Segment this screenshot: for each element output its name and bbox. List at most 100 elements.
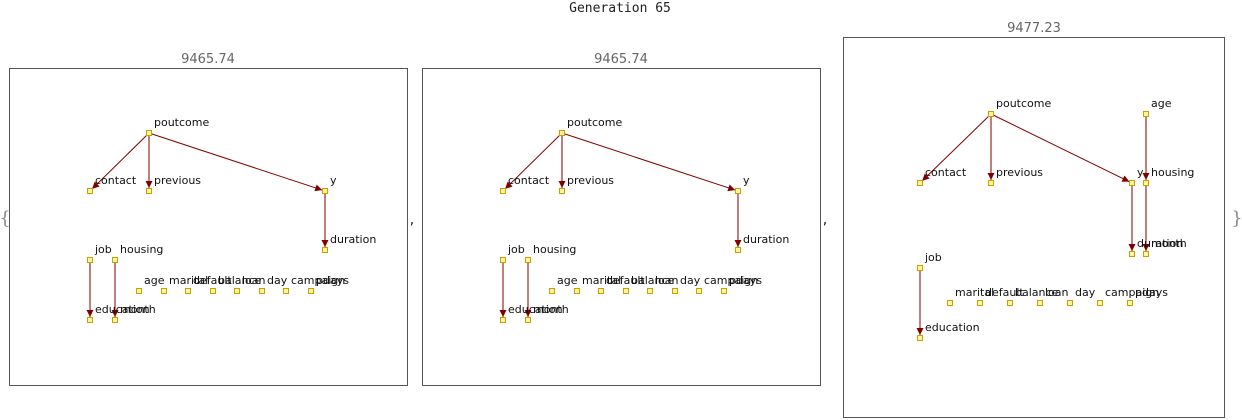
close-brace: } [1231, 208, 1242, 229]
node-y: y [322, 174, 337, 194]
node-loan: loan [647, 274, 679, 294]
node-marker [500, 257, 506, 263]
node-label: month [120, 303, 156, 316]
node-day: day [1067, 286, 1096, 306]
edge-poutcome-to-contact [91, 132, 150, 190]
edge-poutcome-to-y [148, 132, 323, 192]
node-campaign: campaign [696, 274, 758, 294]
node-label: housing [120, 243, 163, 256]
node-marker [87, 257, 93, 263]
node-label: education [508, 303, 563, 316]
node-marker [112, 317, 118, 323]
panel-2: 9465.74 poutcome contact previous y duration… [422, 52, 821, 386]
panel-score: 9477.23 [1007, 21, 1061, 36]
node-marker [283, 288, 289, 294]
node-marker [210, 288, 216, 294]
node-label: job [924, 251, 942, 264]
node-marker [112, 257, 118, 263]
node-campaign: campaign [1097, 286, 1159, 306]
separator-comma-2: , [823, 212, 827, 228]
node-marker [500, 188, 506, 194]
node-label: day [680, 274, 701, 287]
node-marker [696, 288, 702, 294]
node-contact: contact [87, 174, 137, 194]
node-marker [988, 180, 994, 186]
node-duration: duration [1129, 237, 1183, 257]
node-label: contact [925, 166, 967, 179]
node-label: campaign [704, 274, 758, 287]
panel-frame [843, 37, 1225, 418]
node-label: default [606, 274, 645, 287]
node-poutcome: poutcome [559, 116, 622, 136]
node-duration: duration [322, 233, 376, 253]
node-label: day [1075, 286, 1096, 299]
node-marker [917, 265, 923, 271]
node-label: contact [508, 174, 550, 187]
node-marker [161, 288, 167, 294]
node-label: job [507, 243, 525, 256]
node-label: marital [582, 274, 621, 287]
node-marker [735, 188, 741, 194]
node-y: y [735, 174, 750, 194]
node-marker [947, 300, 953, 306]
node-label: duration [1137, 237, 1183, 250]
node-month: month [1143, 237, 1187, 257]
node-pdays: pdays [1127, 286, 1168, 306]
separator-comma-1: , [410, 212, 414, 228]
node-label: y [743, 174, 750, 187]
node-marker [917, 180, 923, 186]
node-marker [559, 188, 565, 194]
node-label: balance [218, 274, 262, 287]
node-campaign: campaign [283, 274, 345, 294]
node-marker [259, 288, 265, 294]
open-brace: { [0, 208, 11, 229]
node-marker [721, 288, 727, 294]
node-marker [146, 188, 152, 194]
node-duration: duration [735, 233, 789, 253]
node-default: default [977, 286, 1024, 306]
node-marker [1007, 300, 1013, 306]
node-label: education [95, 303, 150, 316]
node-day: day [672, 274, 701, 294]
node-label: y [1137, 166, 1144, 179]
node-marker [308, 288, 314, 294]
node-marker [574, 288, 580, 294]
node-previous: previous [146, 174, 201, 194]
node-pdays: pdays [721, 274, 762, 294]
panel-frame [9, 68, 408, 386]
node-marker [977, 300, 983, 306]
node-label: pdays [1135, 286, 1168, 299]
node-label: education [925, 321, 980, 334]
node-label: marital [169, 274, 208, 287]
panel-1: 9465.74 poutcome contact previous y duration… [9, 52, 408, 386]
node-month: month [525, 303, 569, 323]
node-marker [500, 317, 506, 323]
node-month: month [112, 303, 156, 323]
node-age: age [549, 274, 578, 294]
node-education: education [87, 303, 150, 323]
panel-3: 9477.23 poutcome age contact previous y housi… [843, 21, 1225, 418]
node-label: housing [533, 243, 576, 256]
node-default: default [185, 274, 232, 294]
node-marker [559, 130, 565, 136]
node-contact: contact [917, 166, 967, 186]
node-marker [988, 111, 994, 117]
node-loan: loan [234, 274, 266, 294]
node-marital: marital [161, 274, 208, 294]
node-contact: contact [500, 174, 550, 194]
node-label: default [193, 274, 232, 287]
node-label: job [94, 243, 112, 256]
node-education: education [917, 321, 980, 341]
node-marker [1143, 251, 1149, 257]
generation-title: Generation 65 [569, 1, 671, 16]
node-previous: previous [988, 166, 1043, 186]
node-marker [1129, 251, 1135, 257]
node-job: job [500, 243, 525, 263]
node-label: age [557, 274, 578, 287]
node-education: education [500, 303, 563, 323]
node-label: loan [242, 274, 266, 287]
node-label: loan [655, 274, 679, 287]
node-marker [1067, 300, 1073, 306]
node-label: loan [1045, 286, 1069, 299]
node-label: housing [1151, 166, 1194, 179]
